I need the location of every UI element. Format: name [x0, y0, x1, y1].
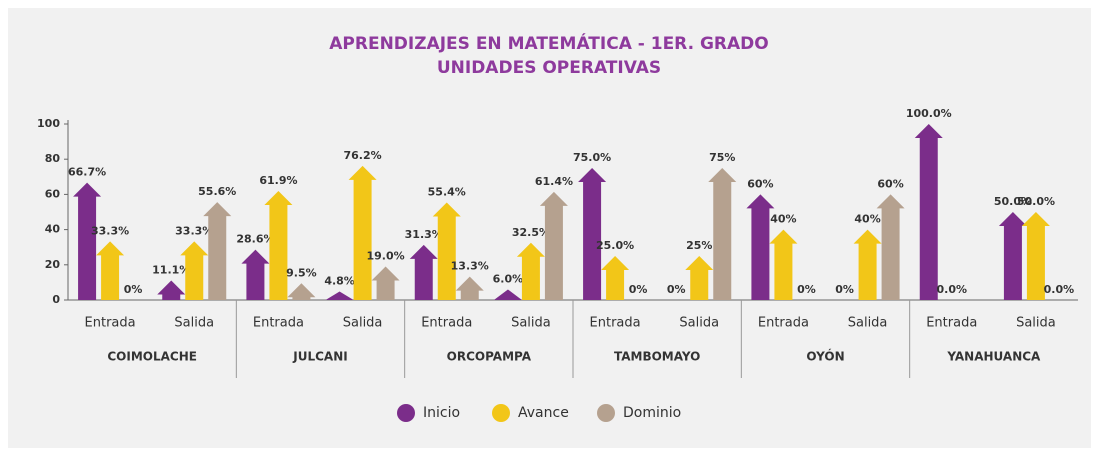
x-tick-label: Entrada: [253, 316, 304, 331]
arrow-bar: [241, 249, 270, 300]
arrow-bar: [578, 168, 607, 300]
arrow-bar: [203, 202, 232, 300]
x-tick-label: Salida: [343, 316, 383, 331]
y-tick-label: 20: [45, 258, 61, 271]
arrow-bar: [516, 242, 545, 300]
arrow-bar: [539, 191, 568, 300]
value-label: 4.8%: [324, 275, 355, 288]
arrow-bar: [348, 165, 377, 300]
value-label: 40%: [770, 213, 796, 226]
value-label: 50.0%: [994, 195, 1032, 208]
value-label: 6.0%: [493, 272, 524, 285]
value-label: 33.3%: [175, 224, 213, 237]
arrow-bar: [180, 241, 209, 300]
arrow-bar: [708, 168, 737, 300]
legend-label: Inicio: [423, 405, 460, 421]
y-tick-label: 40: [45, 223, 61, 236]
value-label: 31.3%: [405, 228, 443, 241]
value-label: 0%: [124, 283, 143, 296]
value-label: 25.0%: [596, 239, 634, 252]
arrow-bar: [371, 266, 400, 300]
x-tick-label: Entrada: [421, 316, 472, 331]
arrow-bar: [409, 244, 438, 300]
legend-swatch: [492, 404, 510, 422]
group-label: JULCANI: [292, 350, 347, 364]
value-label: 0.0%: [936, 283, 967, 296]
legend-swatch: [597, 404, 615, 422]
value-label: 61.9%: [259, 174, 297, 187]
arrow-bar: [287, 283, 316, 300]
group-label: YANAHUANCA: [946, 350, 1041, 364]
value-label: 13.3%: [451, 260, 489, 273]
value-label: 60%: [877, 177, 903, 190]
y-tick-label: 60: [45, 187, 61, 200]
arrow-bar: [264, 191, 293, 300]
chart-title: APRENDIZAJES EN MATEMÁTICA - 1ER. GRADO: [329, 32, 768, 54]
value-label: 60%: [747, 177, 773, 190]
group-label: TAMBOMAYO: [614, 350, 700, 364]
value-label: 9.5%: [286, 266, 317, 279]
value-label: 19.0%: [366, 250, 404, 263]
arrow-bar: [998, 212, 1027, 300]
y-tick-label: 100: [37, 117, 60, 130]
arrow-bar: [432, 202, 461, 300]
chart-subtitle: UNIDADES OPERATIVAS: [437, 58, 661, 78]
legend-label: Dominio: [623, 405, 681, 421]
arrow-bar: [685, 256, 714, 300]
value-label: 76.2%: [343, 149, 381, 162]
arrow-bar: [746, 194, 775, 300]
arrow-bar: [325, 291, 354, 300]
value-label: 0%: [835, 283, 854, 296]
value-label: 66.7%: [68, 166, 106, 179]
x-tick-label: Salida: [679, 316, 719, 331]
value-label: 28.6%: [236, 233, 274, 246]
value-label: 11.1%: [152, 263, 190, 276]
value-label: 0%: [667, 283, 686, 296]
value-label: 40%: [854, 213, 880, 226]
arrow-bar: [455, 276, 484, 300]
value-label: 75%: [709, 151, 735, 164]
arrow-bar: [876, 194, 905, 300]
legend-swatch: [397, 404, 415, 422]
value-label: 25%: [686, 239, 712, 252]
arrow-bar: [493, 289, 522, 300]
x-tick-label: Entrada: [926, 316, 977, 331]
y-tick-label: 0: [52, 293, 60, 306]
group-label: COIMOLACHE: [107, 350, 197, 364]
value-label: 61.4%: [535, 175, 573, 188]
x-tick-label: Entrada: [85, 316, 136, 331]
arrow-bar: [769, 229, 798, 300]
x-tick-label: Salida: [174, 316, 214, 331]
x-tick-label: Salida: [848, 316, 888, 331]
value-label: 0%: [629, 283, 648, 296]
value-label: 0%: [797, 283, 816, 296]
arrow-bar: [601, 256, 630, 300]
group-label: ORCOPAMPA: [447, 350, 532, 364]
x-tick-label: Salida: [1016, 316, 1056, 331]
value-label: 33.3%: [91, 224, 129, 237]
value-label: 0.0%: [1044, 283, 1075, 296]
arrow-bar: [853, 229, 882, 300]
value-label: 50.0%: [1017, 195, 1055, 208]
x-tick-label: Entrada: [758, 316, 809, 331]
arrow-bar: [157, 280, 186, 300]
x-tick-label: Entrada: [590, 316, 641, 331]
group-label: OYÓN: [806, 349, 844, 364]
value-label: 100.0%: [906, 107, 952, 120]
value-label: 75.0%: [573, 151, 611, 164]
arrow-bar: [96, 241, 125, 300]
legend-label: Avance: [518, 405, 569, 421]
value-label: 55.4%: [428, 185, 466, 198]
x-tick-label: Salida: [511, 316, 551, 331]
arrow-bar: [914, 124, 943, 300]
arrow-bar: [73, 182, 102, 300]
y-tick-label: 80: [45, 152, 61, 165]
value-label: 55.6%: [198, 185, 236, 198]
value-label: 32.5%: [512, 226, 550, 239]
arrow-bar: [1021, 212, 1050, 300]
